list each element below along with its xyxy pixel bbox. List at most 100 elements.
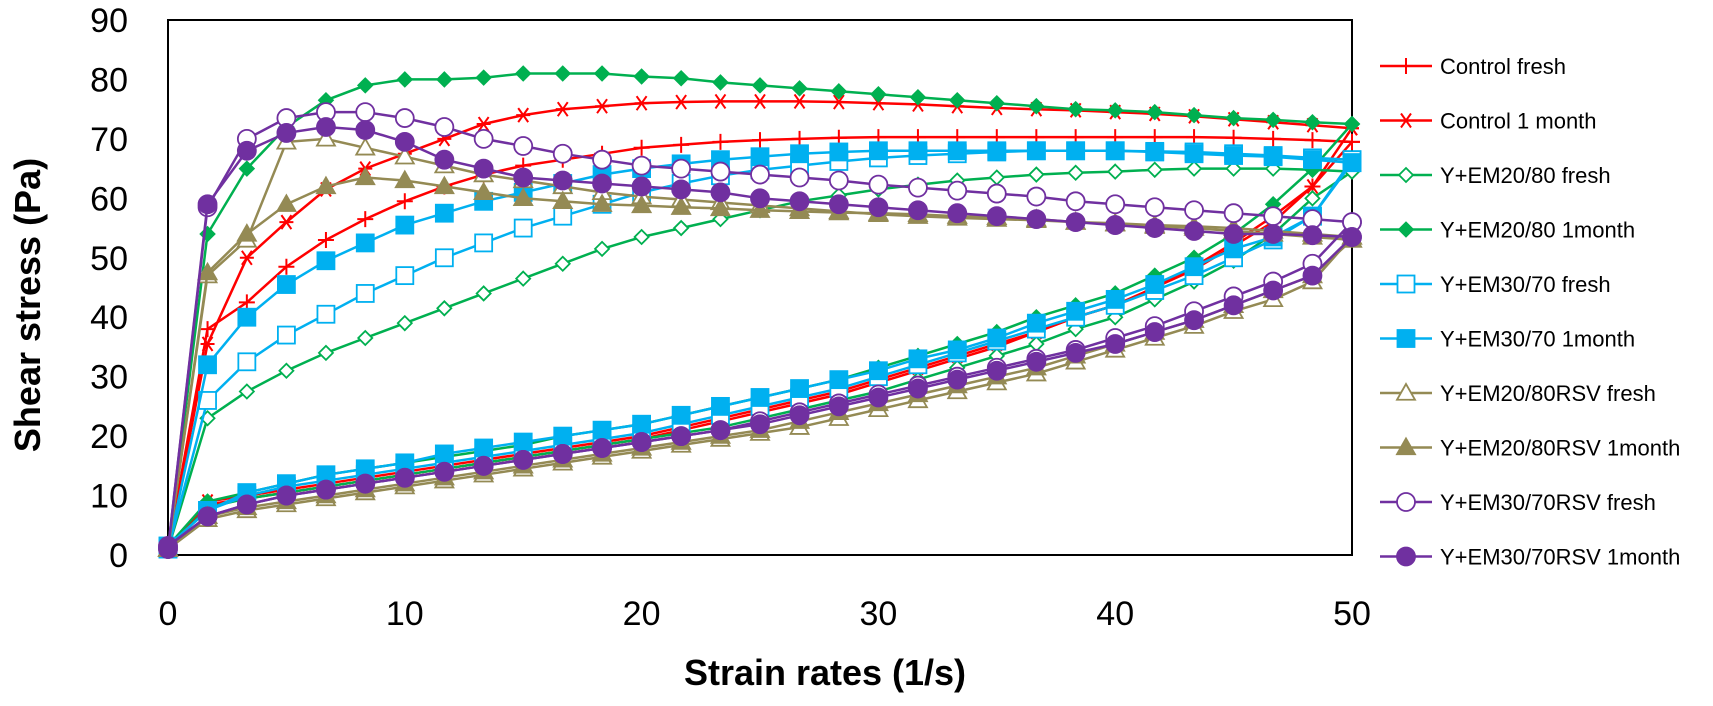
legend-label: Y+EM30/70 fresh [1440, 272, 1611, 297]
data-point [671, 158, 692, 179]
data-point [750, 414, 770, 435]
data-point [394, 145, 416, 165]
x-axis-ticks: 0 10 20 30 40 50 [159, 595, 1371, 633]
data-point [711, 396, 730, 416]
data-point [514, 270, 532, 287]
data-point [512, 187, 534, 206]
data-point [986, 206, 1007, 227]
data-point [395, 266, 415, 286]
data-point [908, 349, 928, 369]
data-point [196, 261, 219, 281]
x-tick-label: 20 [623, 595, 661, 633]
data-point [634, 95, 649, 111]
data-point [276, 325, 296, 345]
data-point [1225, 160, 1242, 177]
data-point [868, 174, 889, 195]
data-point [1263, 147, 1283, 167]
data-point [631, 155, 652, 176]
data-point [750, 188, 770, 209]
legend-item: Y+EM30/70 fresh [1380, 272, 1611, 297]
data-point [947, 340, 967, 360]
data-point [593, 240, 611, 258]
data-point [198, 355, 217, 375]
legend-item: Control fresh [1380, 54, 1566, 79]
data-point [947, 141, 967, 161]
y-tick-label: 80 [90, 61, 128, 99]
data-point [1263, 280, 1284, 301]
y-tick-label: 10 [90, 478, 128, 516]
data-point [789, 405, 810, 426]
data-point [1303, 150, 1322, 170]
legend-label: Y+EM20/80 fresh [1440, 163, 1611, 188]
data-point [395, 215, 415, 235]
data-point [1263, 206, 1284, 227]
legend-item: Y+EM20/80RSV fresh [1380, 381, 1656, 406]
data-point [592, 420, 612, 440]
data-point [513, 432, 533, 452]
data-point [790, 379, 809, 398]
data-point [354, 166, 376, 186]
data-point [276, 123, 297, 143]
data-point [1065, 342, 1086, 363]
data-point [396, 193, 413, 210]
data-point [870, 86, 887, 103]
legend-item: Control 1 month [1380, 109, 1597, 134]
data-point [1223, 203, 1244, 224]
data-point [1342, 153, 1362, 173]
data-point [1028, 97, 1045, 115]
data-point [356, 329, 374, 347]
y-axis-ticks: 0 10 20 30 40 50 60 70 80 90 [90, 2, 128, 575]
data-point [316, 304, 336, 324]
data-point [593, 65, 611, 82]
y-tick-label: 60 [90, 180, 128, 218]
data-point [1185, 106, 1203, 124]
data-point [986, 360, 1007, 381]
data-point [473, 181, 495, 201]
data-point [710, 420, 731, 441]
data-point [1399, 112, 1413, 129]
data-point [674, 94, 689, 110]
data-point [238, 160, 256, 177]
data-point [908, 200, 928, 221]
legend-item: Y+EM30/70 1month [1380, 327, 1635, 352]
data-point [948, 91, 966, 109]
data-point [908, 378, 928, 399]
data-point [908, 141, 928, 161]
data-point [316, 117, 336, 137]
data-point [1302, 225, 1323, 246]
data-point [355, 120, 376, 140]
data-point [947, 369, 968, 390]
data-point [671, 426, 692, 447]
data-point [1067, 100, 1084, 118]
data-point [672, 69, 690, 87]
data-point [1106, 163, 1124, 180]
data-point [1144, 218, 1165, 238]
legend: Control fresh Control 1 month Y+EM20/80 fr… [1380, 54, 1680, 570]
data-point [1106, 102, 1124, 119]
data-point [394, 108, 415, 128]
data-point [434, 248, 454, 268]
data-point [436, 71, 453, 88]
data-point [436, 300, 453, 317]
data-point [1105, 194, 1126, 215]
data-point [1397, 221, 1415, 238]
legend-item: Y+EM30/70RSV fresh [1380, 490, 1656, 515]
data-point [394, 467, 415, 488]
data-point [709, 197, 732, 217]
data-point [237, 352, 257, 372]
data-point [199, 321, 216, 338]
data-point [1396, 546, 1416, 567]
data-point [433, 175, 455, 195]
data-point [553, 206, 573, 226]
data-point [750, 147, 770, 167]
data-point [474, 233, 494, 253]
data-point [947, 180, 968, 201]
data-point [552, 444, 573, 464]
data-point [1186, 129, 1203, 146]
data-point [592, 173, 612, 194]
legend-label: Control 1 month [1440, 109, 1597, 134]
data-point [434, 461, 455, 482]
data-point [473, 455, 494, 476]
data-point [1342, 227, 1362, 247]
x-tick-label: 40 [1096, 595, 1134, 633]
